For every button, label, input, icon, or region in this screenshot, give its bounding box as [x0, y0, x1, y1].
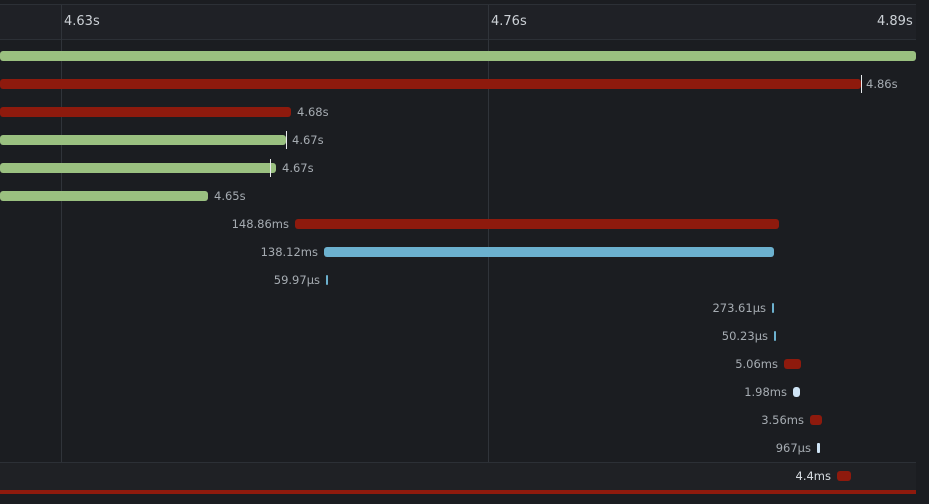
- timeline-header: [0, 5, 916, 40]
- span-duration-label: 967μs: [775, 441, 811, 455]
- span-bar[interactable]: [784, 359, 801, 369]
- span-duration-label: 3.56ms: [761, 413, 804, 427]
- span-end-marker: [270, 159, 271, 177]
- scrollbar-track[interactable]: [916, 0, 929, 504]
- span-row[interactable]: 4.67s: [0, 154, 916, 182]
- grid-line: [61, 5, 62, 490]
- span-row[interactable]: 4.67s: [0, 126, 916, 154]
- span-row[interactable]: 1.98ms: [0, 378, 916, 406]
- span-bar[interactable]: [0, 51, 916, 61]
- selected-row-highlight: [0, 462, 916, 491]
- span-duration-label: 273.61μs: [712, 301, 766, 315]
- span-row[interactable]: 50.23μs: [0, 322, 916, 350]
- bottom-span-bar: [0, 490, 916, 494]
- span-row[interactable]: 273.61μs: [0, 294, 916, 322]
- span-duration-label: 50.23μs: [721, 329, 768, 343]
- span-bar[interactable]: [774, 331, 776, 341]
- span-row[interactable]: 967μs: [0, 434, 916, 462]
- span-end-marker: [861, 75, 862, 93]
- tick-label-3: 4.89s: [877, 14, 913, 29]
- span-row[interactable]: 59.97μs: [0, 266, 916, 294]
- span-row[interactable]: 4.68s: [0, 98, 916, 126]
- span-duration-label: 4.67s: [282, 161, 314, 175]
- span-bar[interactable]: [295, 219, 779, 229]
- span-bar[interactable]: [0, 163, 276, 173]
- span-row[interactable]: 138.12ms: [0, 238, 916, 266]
- span-row[interactable]: [0, 42, 916, 70]
- span-bar[interactable]: [0, 107, 291, 117]
- span-bar[interactable]: [324, 247, 774, 257]
- span-bar[interactable]: [772, 303, 774, 313]
- span-bar[interactable]: [0, 135, 286, 145]
- span-row[interactable]: 3.56ms: [0, 406, 916, 434]
- tick-label-1: 4.63s: [64, 14, 100, 29]
- span-bar[interactable]: [817, 443, 820, 453]
- top-divider: [0, 4, 916, 5]
- span-end-marker: [286, 131, 287, 149]
- span-bar[interactable]: [0, 191, 208, 201]
- span-duration-label: 4.86s: [866, 77, 898, 91]
- span-duration-label: 4.4ms: [795, 469, 831, 483]
- span-row[interactable]: 4.4ms: [0, 462, 916, 490]
- span-bar[interactable]: [0, 79, 861, 89]
- span-duration-label: 4.68s: [297, 105, 329, 119]
- span-row[interactable]: 4.65s: [0, 182, 916, 210]
- span-duration-label: 59.97μs: [273, 273, 320, 287]
- span-duration-label: 138.12ms: [260, 245, 318, 259]
- span-duration-label: 5.06ms: [735, 357, 778, 371]
- span-row[interactable]: 5.06ms: [0, 350, 916, 378]
- span-duration-label: 1.98ms: [744, 385, 787, 399]
- span-bar[interactable]: [837, 471, 851, 481]
- span-bar[interactable]: [793, 387, 800, 397]
- span-duration-label: 148.86ms: [231, 217, 289, 231]
- span-bar[interactable]: [810, 415, 822, 425]
- tick-label-2: 4.76s: [491, 14, 527, 29]
- span-bar[interactable]: [326, 275, 328, 285]
- span-duration-label: 4.65s: [214, 189, 246, 203]
- span-row[interactable]: 148.86ms: [0, 210, 916, 238]
- span-row[interactable]: 4.86s: [0, 70, 916, 98]
- span-duration-label: 4.67s: [292, 133, 324, 147]
